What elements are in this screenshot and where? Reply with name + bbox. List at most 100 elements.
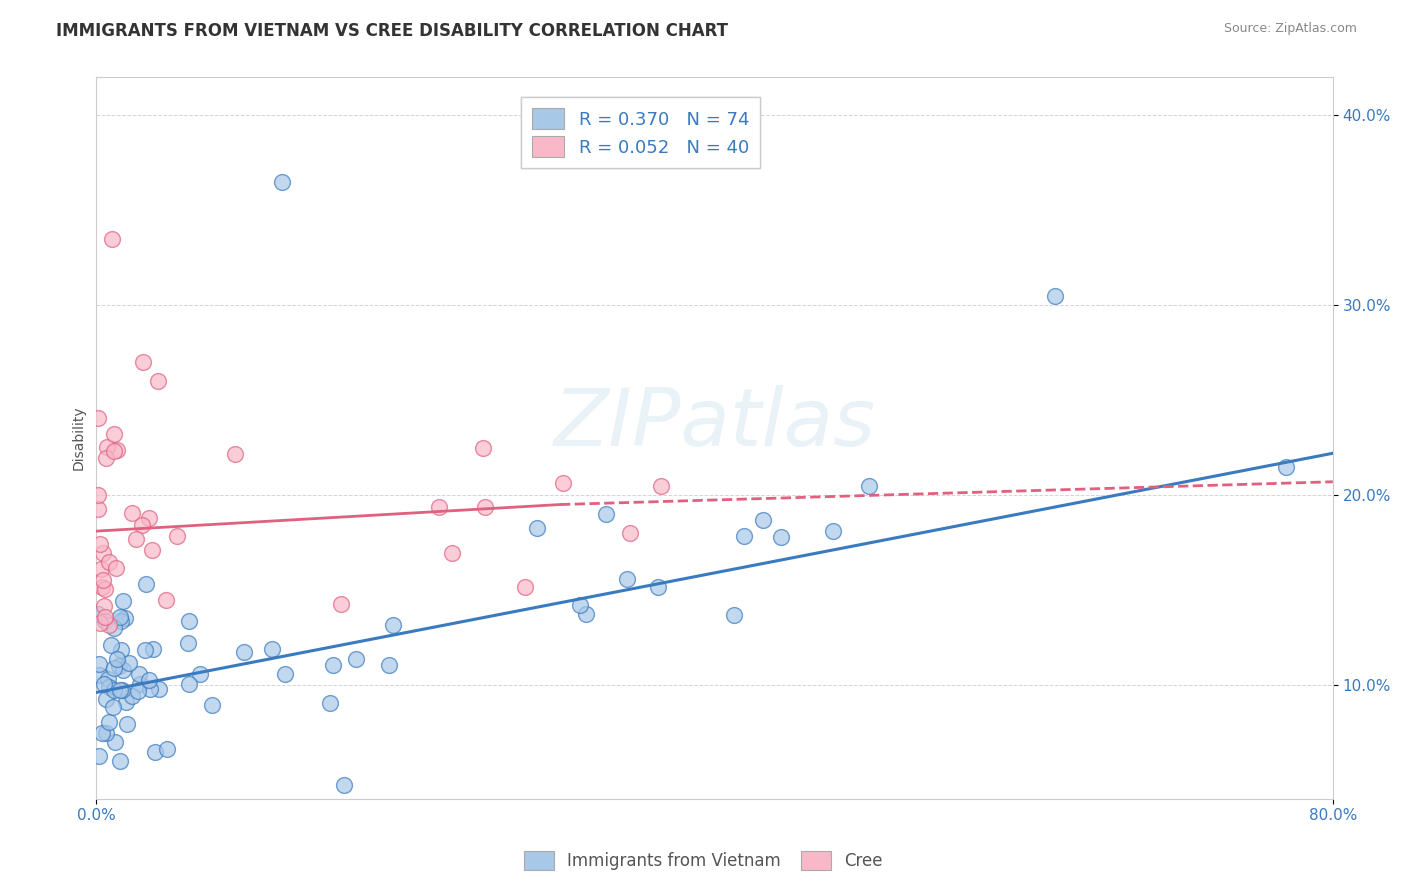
Point [97, 618, 120, 632]
Point [98, 680, 121, 694]
Point [344, 652, 367, 666]
Point [148, 681, 170, 696]
Point [96, 726, 118, 740]
Point [94, 692, 117, 706]
Point [378, 658, 401, 673]
Point [616, 573, 638, 587]
Point [89, 748, 111, 763]
Point [93, 599, 115, 614]
Point [121, 689, 143, 703]
Point [98, 555, 121, 569]
Point [110, 643, 132, 657]
Point [87, 501, 110, 516]
Point [89, 616, 111, 631]
Point [138, 510, 160, 524]
Point [553, 476, 575, 491]
Point [156, 741, 179, 756]
Point [104, 735, 127, 749]
Point [733, 529, 755, 543]
Point [103, 621, 125, 635]
Point [112, 664, 135, 678]
Point [103, 683, 125, 698]
Y-axis label: Disability: Disability [72, 406, 86, 470]
Point [105, 443, 128, 458]
Point [650, 478, 672, 492]
Point [188, 666, 211, 681]
Text: IMMIGRANTS FROM VIETNAM VS CREE DISABILITY CORRELATION CHART: IMMIGRANTS FROM VIETNAM VS CREE DISABILI… [56, 22, 728, 40]
Point [1275, 459, 1298, 474]
Point [129, 677, 152, 691]
Text: Source: ZipAtlas.com: Source: ZipAtlas.com [1223, 22, 1357, 36]
Point [823, 524, 845, 539]
Point [103, 427, 125, 442]
Point [91, 573, 114, 587]
Point [121, 506, 143, 520]
Point [103, 661, 125, 675]
Point [274, 667, 297, 681]
Point [858, 478, 880, 492]
Point [118, 656, 141, 670]
Point [107, 658, 129, 673]
Point [142, 642, 165, 657]
Point [139, 681, 162, 696]
Point [115, 695, 138, 709]
Point [177, 677, 200, 691]
Text: ZIPatlas: ZIPatlas [554, 384, 876, 463]
Point [101, 232, 124, 246]
Point [101, 700, 124, 714]
Point [87, 488, 110, 502]
Point [96, 440, 118, 454]
Point [569, 599, 592, 613]
Point [105, 652, 128, 666]
Point [108, 610, 131, 624]
Point [526, 520, 548, 534]
Point [131, 517, 153, 532]
Point [114, 611, 136, 625]
Point [769, 530, 792, 544]
Point [179, 615, 201, 629]
Point [110, 614, 132, 628]
Point [427, 500, 450, 514]
Point [125, 533, 148, 547]
Point [270, 175, 292, 189]
Point [90, 726, 112, 740]
Legend: Immigrants from Vietnam, Cree: Immigrants from Vietnam, Cree [517, 844, 889, 877]
Point [128, 667, 150, 681]
Point [752, 513, 775, 527]
Point [1043, 289, 1066, 303]
Point [89, 667, 111, 681]
Point [127, 684, 149, 698]
Point [471, 441, 494, 455]
Point [103, 444, 125, 458]
Point [97, 714, 120, 729]
Point [260, 641, 283, 656]
Point [105, 560, 128, 574]
Point [330, 597, 353, 611]
Point [166, 529, 188, 543]
Point [319, 696, 342, 710]
Point [91, 546, 114, 560]
Point [134, 642, 156, 657]
Point [112, 594, 135, 608]
Point [474, 500, 496, 515]
Point [322, 657, 344, 672]
Point [90, 581, 112, 595]
Point [87, 411, 110, 425]
Point [111, 682, 134, 697]
Point [94, 582, 117, 596]
Point [97, 672, 120, 686]
Point [575, 607, 598, 622]
Point [132, 355, 155, 369]
Point [108, 682, 131, 697]
Point [87, 607, 110, 621]
Point [382, 618, 405, 632]
Point [723, 608, 745, 623]
Point [108, 754, 131, 768]
Point [177, 636, 200, 650]
Point [146, 374, 169, 388]
Point [138, 673, 160, 688]
Point [94, 610, 117, 624]
Point [619, 525, 641, 540]
Point [201, 698, 224, 712]
Point [100, 639, 122, 653]
